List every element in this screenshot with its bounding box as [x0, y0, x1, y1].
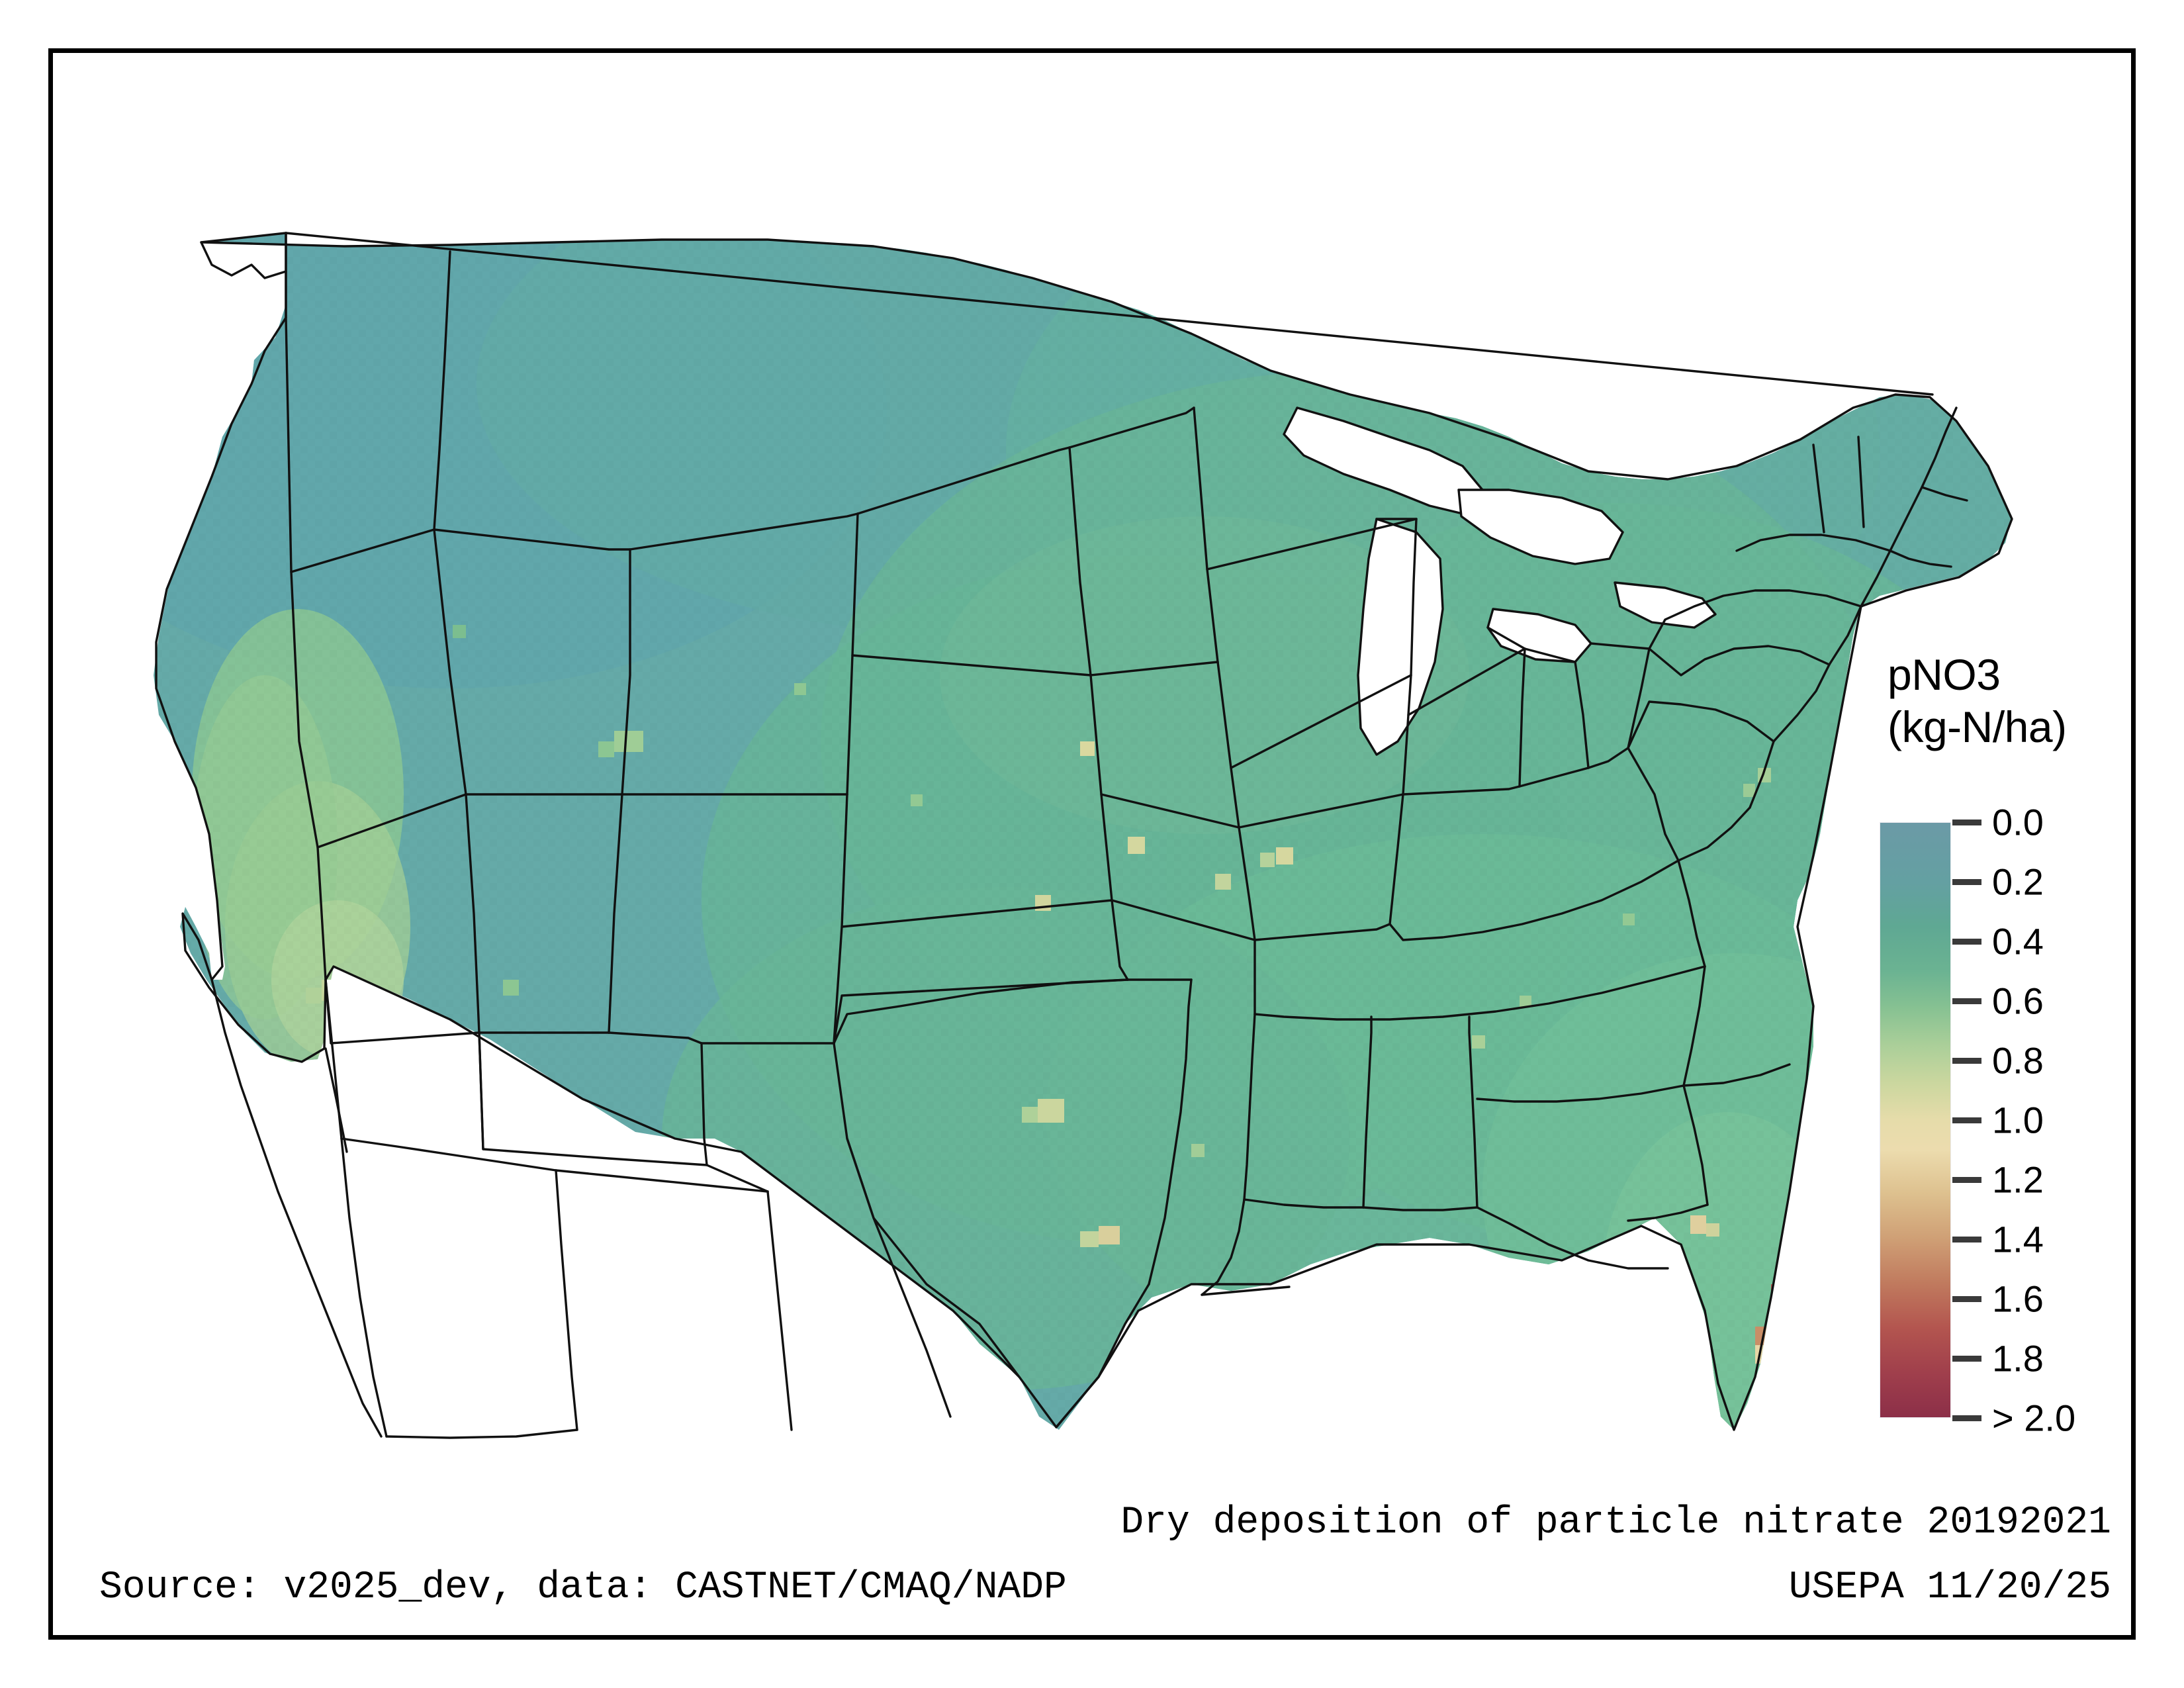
colorbar-tick-6	[1952, 1176, 1981, 1183]
colorbar-tick-8	[1952, 1295, 1981, 1302]
colorbar-tick-label-10: > 2.0	[1992, 1397, 2076, 1439]
colorbar-tick-label-6: 1.2	[1992, 1158, 2044, 1201]
gridded-data-layer	[154, 233, 2012, 1430]
figure-border	[48, 48, 2136, 1640]
figure-caption-credit: USEPA 11/20/25	[1788, 1566, 2111, 1609]
colorbar-tick-4	[1952, 1057, 1981, 1064]
state-boundaries	[155, 232, 2013, 1439]
figure-caption-source: Source: v2025_dev, data: CASTNET/CMAQ/NA…	[99, 1566, 1067, 1609]
colorbar-tick-7	[1952, 1236, 1981, 1243]
colorbar-tick-1	[1952, 878, 1981, 885]
colorbar-tick-10	[1952, 1415, 1981, 1421]
colorbar-tick-0	[1952, 819, 1981, 825]
colorbar-tick-label-7: 1.4	[1992, 1218, 2044, 1260]
legend-title: pNO3 (kg-N/ha)	[1888, 649, 2067, 753]
colorbar-wrap: 0.0 0.2 0.4 0.6 0.8 1.0 1.2 1.4 1.6 1.8 > 2.0	[1880, 802, 2118, 1439]
colorbar-tick-label-9: 1.8	[1992, 1337, 2044, 1380]
colorbar-tick-9	[1952, 1355, 1981, 1362]
colorbar-tick-label-4: 0.8	[1992, 1039, 2044, 1082]
colorbar-tick-label-0: 0.0	[1992, 801, 2044, 843]
colorbar-tick-2	[1952, 938, 1981, 945]
colorbar-gradient	[1880, 822, 1951, 1418]
colorbar-tick-label-8: 1.6	[1992, 1278, 2044, 1320]
deposition-map	[53, 53, 2131, 1439]
colorbar-tick-label-3: 0.6	[1992, 980, 2044, 1022]
colorbar-tick-label-5: 1.0	[1992, 1099, 2044, 1141]
map-panel	[53, 53, 2131, 1443]
colorbar-tick-label-1: 0.2	[1992, 861, 2044, 903]
figure-caption-title: Dry deposition of particle nitrate 20192…	[1120, 1501, 2111, 1544]
colorbar-tick-3	[1952, 998, 1981, 1004]
colorbar-tick-5	[1952, 1117, 1981, 1123]
legend-title-line2: (kg-N/ha)	[1888, 702, 2067, 752]
ocean-mask	[53, 53, 2131, 212]
legend-title-line1: pNO3	[1888, 650, 2001, 699]
colorbar-legend: pNO3 (kg-N/ha) 0.0 0.2 0.4 0.6 0.8 1.0 1.2 1.4 1.…	[1846, 649, 2138, 1439]
colorbar-tick-label-2: 0.4	[1992, 920, 2044, 962]
